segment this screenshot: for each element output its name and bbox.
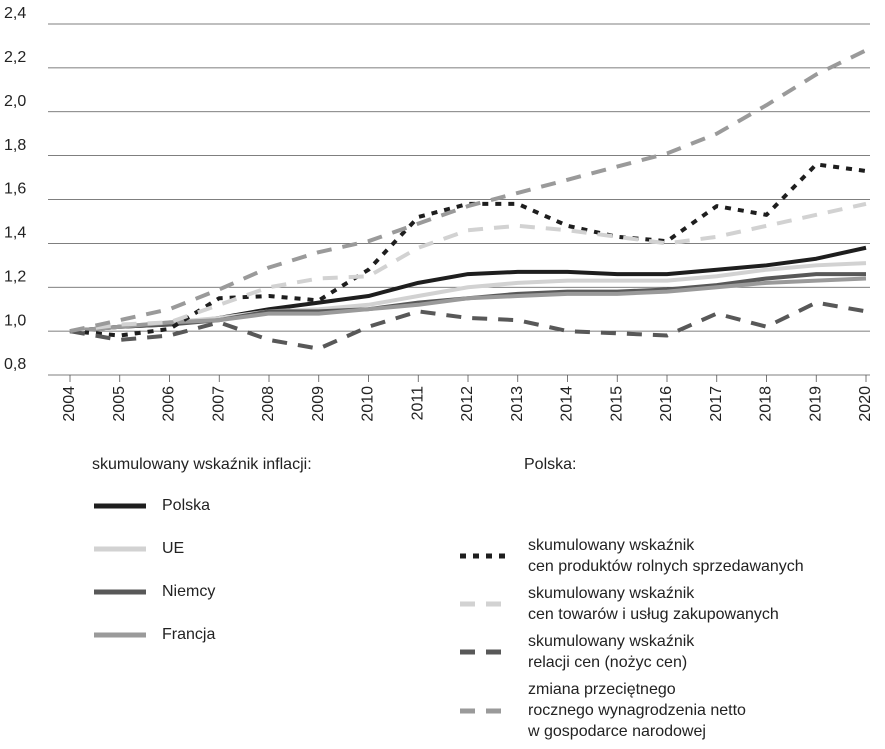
legend-swatch [94,632,146,637]
x-tick-label: 2005 [111,386,128,422]
legend-label: zmiana przeciętnego rocznego wynagrodzen… [528,681,746,740]
x-tick-label: 2014 [559,386,576,422]
legend-label: UE [162,540,185,557]
legend-label: skumulowany wskaźnik cen towarów i usług… [528,585,779,623]
x-tick-label: 2013 [509,386,526,422]
y-tick-label: 1,4 [4,225,26,242]
legend-swatch [460,649,512,655]
legend-entry: zmiana przeciętnego rocznego wynagrodzen… [458,679,804,742]
y-tick-label: 1,2 [4,268,26,285]
legend-entry: skumulowany wskaźnik relacji cen (nożyc … [458,631,804,673]
legend-label: Francja [162,626,216,643]
legend-title: skumulowany wskaźnik inflacji: [92,456,312,473]
legend-swatch [460,601,512,607]
x-tick-label: 2004 [61,386,78,422]
x-tick-label: 2006 [161,386,178,422]
x-tick-label: 2017 [708,386,725,422]
legend-label: Polska [162,497,211,514]
x-tick-label: 2007 [210,386,227,422]
legend-title: Polska: [524,456,577,473]
y-tick-label: 0,8 [4,356,26,373]
x-tick-label: 2020 [857,386,874,422]
series-line [69,162,867,338]
legend-swatch [94,503,146,508]
x-tick-label: 2009 [310,386,327,422]
legend-swatch [94,589,146,594]
series-line [69,201,867,334]
y-tick-label: 2,4 [4,5,26,22]
chart: 0,8 1,0 1,2 1,4 1,6 1,8 2,0 2,2 2,4 2004 2005 2006 2… [4,5,874,422]
x-tick-label: 2012 [459,386,476,422]
y-tick-label: 1,0 [4,312,26,329]
legend-entry: Niemcy [92,581,312,602]
x-tick-label: 2010 [360,386,377,422]
y-tick-label: 2,2 [4,49,26,66]
legend-group: Polska: skumulowany wskaźnik cen produktó… [458,454,804,742]
x-tick-label: 2015 [608,386,625,422]
x-tick-label: 2016 [658,386,675,422]
legend-swatch [460,708,512,713]
legend-entry: skumulowany wskaźnik cen produktów rolny… [458,535,804,577]
legend-group: skumulowany wskaźnik inflacji: Polska UE Ni… [92,454,312,645]
legend-label: skumulowany wskaźnik cen produktów rolny… [528,537,804,575]
legend-label: skumulowany wskaźnik relacji cen (nożyc … [528,633,695,671]
legend-entry: Polska [92,495,312,516]
series-line [69,276,867,334]
x-tick-label: 2008 [260,386,277,422]
x-tick-label: 2011 [409,386,426,421]
legend-entry: Francja [92,624,312,645]
series-line [69,48,867,334]
y-tick-label: 1,6 [4,181,26,198]
legend-entry: UE [92,538,312,559]
legend-swatch [460,553,512,559]
legend-entry: skumulowany wskaźnik cen towarów i usług… [458,583,804,625]
y-tick-label: 1,8 [4,137,26,154]
y-tick-label: 2,0 [4,93,26,110]
x-tick-label: 2019 [807,386,824,422]
series-line [69,300,867,351]
legend-swatch [94,546,146,551]
legend-label: Niemcy [162,583,216,600]
x-tick-label: 2018 [758,386,775,422]
